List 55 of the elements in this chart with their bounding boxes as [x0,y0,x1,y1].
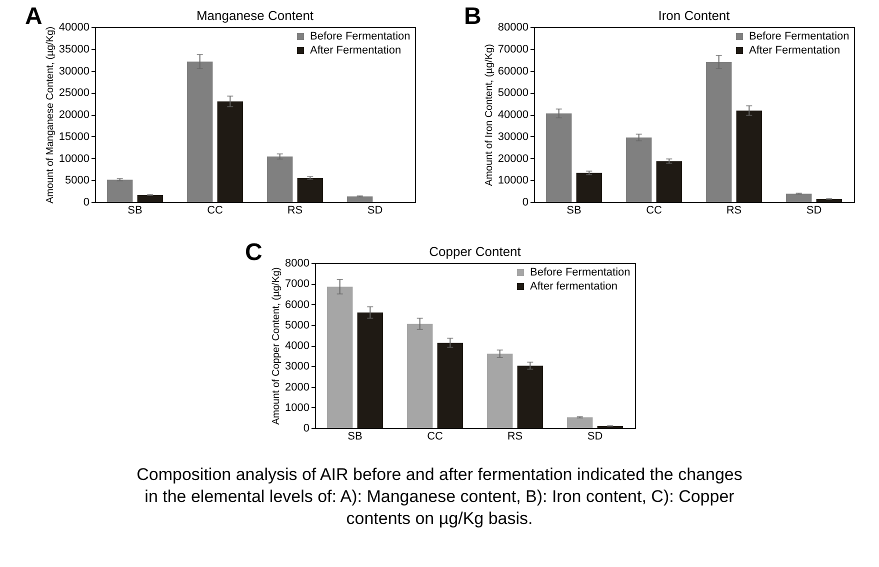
x-tick-label: RS [726,204,742,216]
y-tick-label: 35000 [58,43,90,56]
x-tick-label: SB [127,204,142,216]
y-tick-label: 1000 [284,402,309,414]
y-tick-label: 6000 [284,298,309,311]
chart-title: Copper Content [428,244,521,259]
y-axis-title: Amount of Manganese Content, (µg/Kg) [44,26,56,204]
x-tick-label: CC [646,204,662,216]
y-tick-label: 10000 [58,152,90,165]
y-tick-label: 50000 [498,87,529,100]
y-tick-label: 25000 [58,87,90,100]
y-tick-label: 30000 [58,65,90,78]
x-tick-label: CC [426,430,442,442]
y-tick-label: 40000 [58,22,90,34]
x-tick-label: SB [347,430,362,442]
legend-label: After fermentation [530,280,617,292]
y-tick-label: 2000 [284,381,309,394]
y-tick-label: 0 [83,196,90,208]
y-tick-label: 5000 [64,174,90,187]
y-axis-title: Amount of Iron Content, (µg/Kg) [484,44,496,186]
chart-title: Manganese Content [196,8,314,23]
y-tick-label: 5000 [284,319,309,332]
legend-label: Before Fermentation [749,30,850,42]
y-axis-title: Amount of Copper Content, (µg/Kg) [270,267,282,425]
y-tick-label: 8000 [284,258,309,270]
legend-label: After Fermentation [749,44,840,56]
text: A [24,3,42,30]
y-tick-label: 15000 [58,130,90,143]
y-tick-label: 20000 [58,109,90,121]
x-tick-label: SD [367,204,382,216]
x-tick-label: SB [566,204,582,216]
y-tick-label: 3000 [284,360,309,373]
y-tick-label: 10000 [498,174,529,187]
y-tick-label: 7000 [284,278,309,290]
x-tick-label: SD [806,204,822,216]
y-tick-label: 0 [522,196,529,208]
y-tick-label: 30000 [498,130,529,143]
y-tick-label: 60000 [498,65,529,78]
y-tick-label: 40000 [498,109,529,121]
text: C [244,239,262,266]
x-tick-label: SD [586,430,602,442]
legend-label: After Fermentation [310,44,401,56]
y-tick-label: 4000 [284,340,309,352]
x-tick-label: RS [506,430,522,442]
chart-title: Iron Content [658,8,730,23]
y-tick-label: 80000 [498,22,529,34]
x-tick-label: RS [287,204,302,216]
y-tick-label: 20000 [498,152,529,165]
text: Composition analysis of AIR before and after fermentation indicated the changes in the elemental levels of: A): Manganese content, B): Iron content, C): Copper contents on µg/Kg basis. [136,464,744,530]
y-tick-label: 70000 [498,43,529,56]
x-tick-label: CC [206,204,223,216]
legend-label: Before Fermentation [530,266,630,278]
legend-label: Before Fermentation [310,30,410,42]
text: B [464,3,482,30]
y-tick-label: 0 [302,422,309,434]
